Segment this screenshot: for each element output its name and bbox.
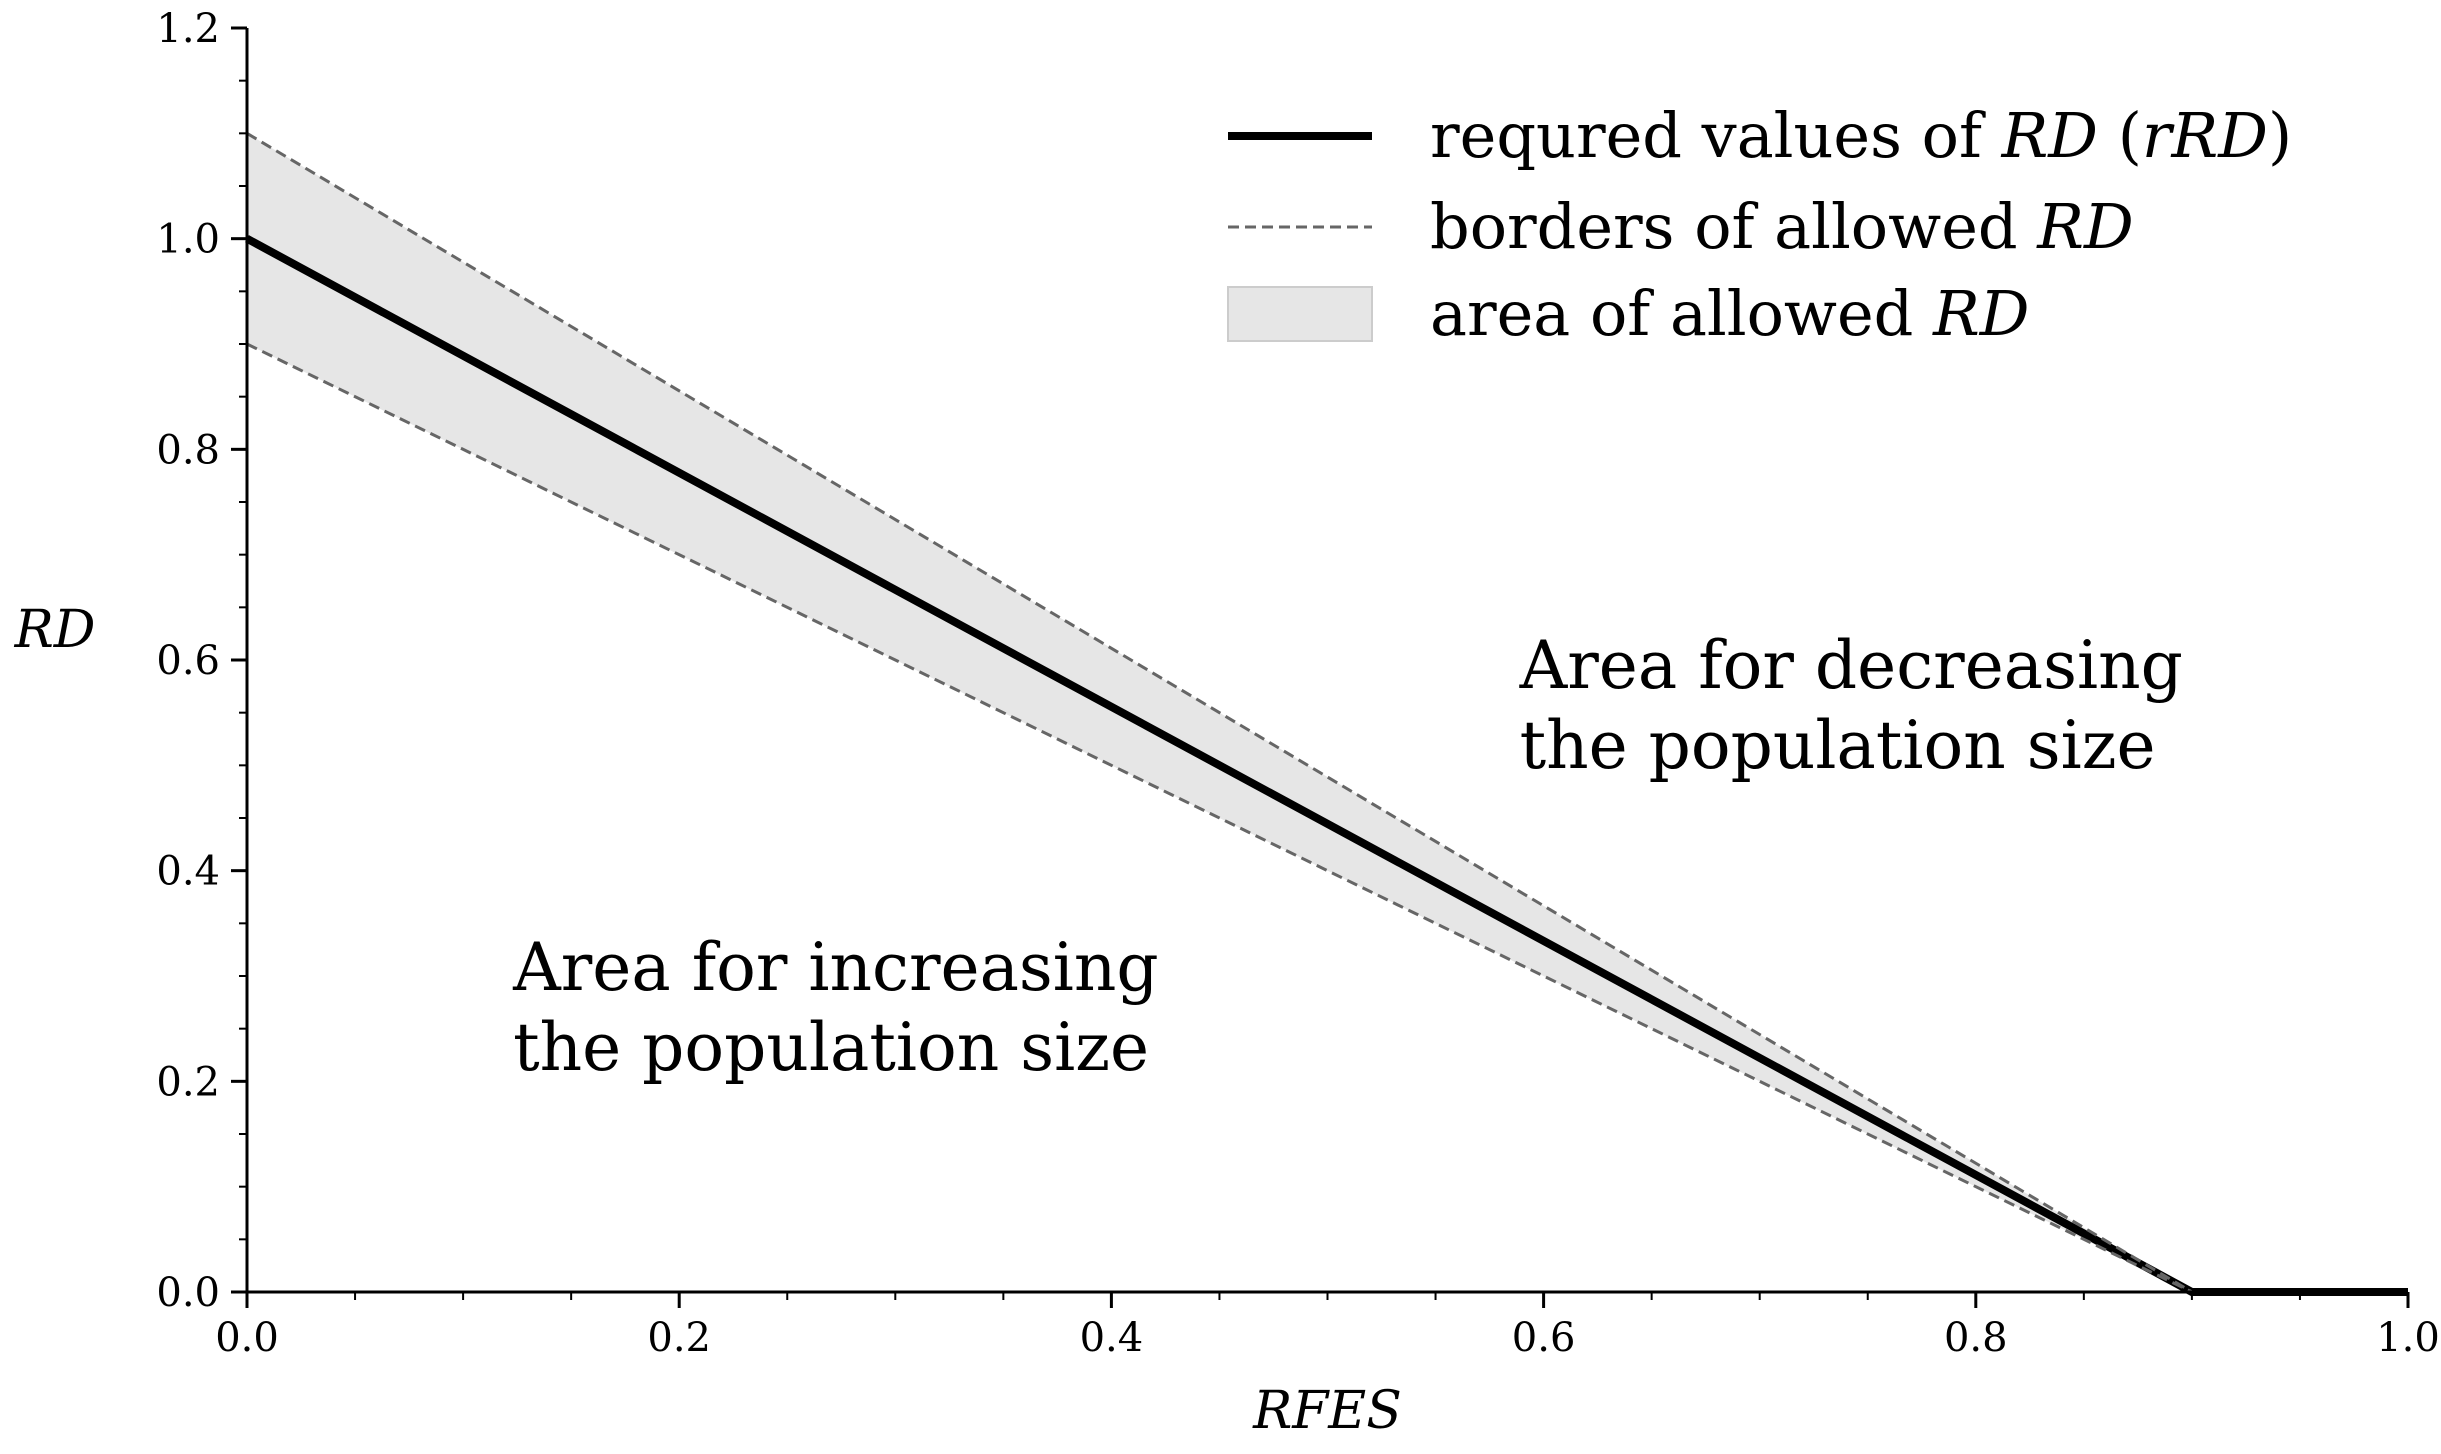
legend-area-handle	[1227, 286, 1373, 342]
legend: requred values of RD (rRD) borders of all…	[1227, 99, 2292, 350]
legend-entry-label: area of allowed RD	[1430, 277, 2029, 350]
x-tick-label: 0.6	[1512, 1315, 1576, 1361]
y-tick-label: 0.4	[156, 849, 220, 895]
legend-text-part: (	[2098, 99, 2142, 172]
legend-variable: RD	[2001, 99, 2098, 172]
legend-entry-label: borders of allowed RD	[1430, 190, 2134, 263]
annotation-decreasing: Area for decreasing	[1519, 627, 2183, 704]
y-tick-label: 0.0	[156, 1270, 220, 1316]
legend-text-part: requred values of	[1430, 99, 2002, 172]
x-tick-label: 0.8	[1944, 1315, 2008, 1361]
lower-border-line	[246, 342, 2193, 1294]
x-tick-label: 1.0	[2376, 1315, 2440, 1361]
y-tick-label: 0.2	[156, 1059, 220, 1105]
legend-variable: RD	[2036, 190, 2133, 263]
y-tick-label: 0.8	[156, 427, 220, 473]
axes-layer: 0.0 0.2 0.4 0.6 0.8 1.0 0.0 0.2 0.4 0.6 0.8 1.0 1.2 R…	[14, 6, 2440, 1441]
y-tick-label: 1.2	[156, 6, 220, 52]
annotation-decreasing: the population size	[1520, 707, 2156, 784]
upper-border-line	[246, 132, 2193, 1294]
legend-variable: rRD	[2142, 99, 2268, 172]
x-tick-label: 0.2	[647, 1315, 711, 1361]
y-tick-label: 1.0	[156, 217, 220, 263]
legend-text-part: area of allowed	[1430, 277, 1933, 350]
y-axis-label: RD	[14, 600, 96, 660]
annotation-increasing: the population size	[513, 1009, 1149, 1086]
legend-text-part: )	[2268, 99, 2292, 172]
legend-variable: RD	[1932, 277, 2029, 350]
x-axis-label: RFES	[1252, 1381, 1402, 1441]
y-tick-label: 0.6	[156, 638, 220, 684]
legend-text-part: borders of allowed	[1430, 190, 2037, 263]
x-tick-label: 0.0	[215, 1315, 279, 1361]
annotation-increasing: Area for increasing	[512, 929, 1159, 1006]
x-tick-label: 0.4	[1080, 1315, 1144, 1361]
legend-entry-label: requred values of RD (rRD)	[1430, 99, 2292, 172]
